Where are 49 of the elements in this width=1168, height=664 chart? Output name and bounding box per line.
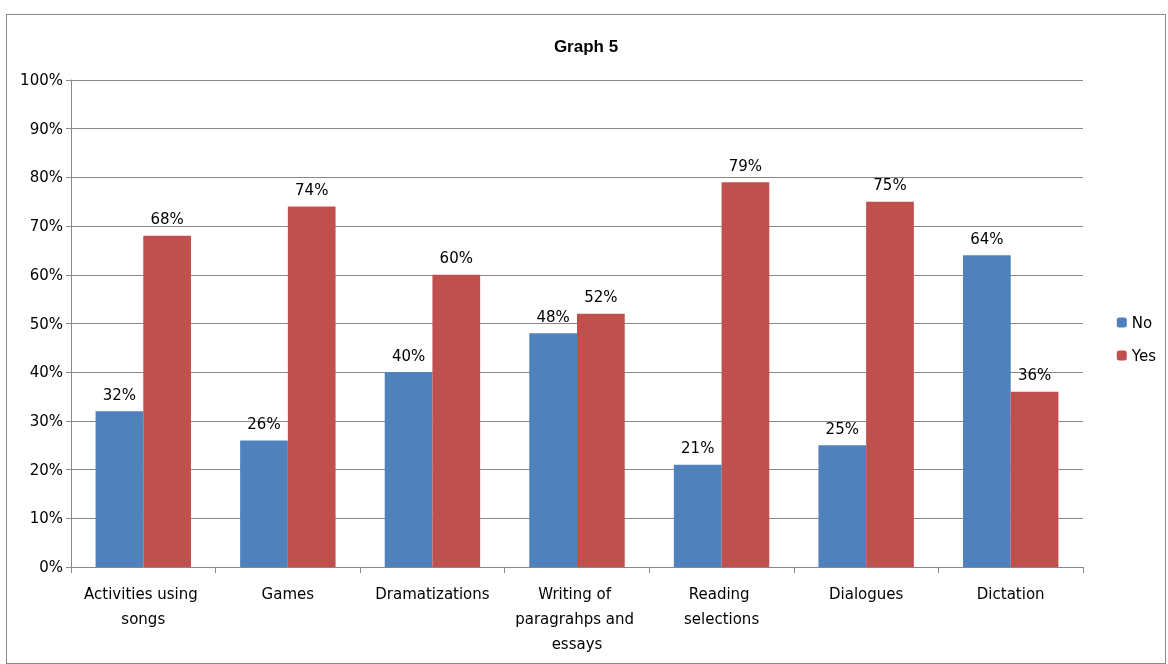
bar bbox=[818, 445, 867, 567]
data-label: 25% bbox=[825, 419, 859, 438]
bar bbox=[287, 206, 336, 567]
y-tick-label: 70% bbox=[29, 217, 63, 236]
data-label: 48% bbox=[536, 307, 570, 326]
y-tick-label: 100% bbox=[20, 71, 63, 89]
x-tick-label: Reading selections bbox=[683, 584, 760, 628]
data-label: 68% bbox=[150, 210, 184, 229]
data-label: 60% bbox=[439, 249, 473, 268]
legend-label: No bbox=[1131, 313, 1153, 332]
y-tick-label: 10% bbox=[29, 509, 63, 528]
data-label: 75% bbox=[873, 176, 907, 195]
bar bbox=[95, 411, 144, 567]
bar bbox=[673, 464, 722, 567]
y-tick-label: 90% bbox=[29, 119, 63, 138]
y-tick-label: 50% bbox=[29, 314, 63, 333]
x-tick-label: Writing of paragrahps and essays bbox=[515, 584, 639, 653]
bar bbox=[577, 313, 625, 567]
bar bbox=[432, 274, 481, 567]
data-label: 21% bbox=[681, 439, 715, 458]
bar bbox=[1010, 391, 1059, 567]
x-tick-label: Activities using songs bbox=[84, 584, 203, 628]
bar bbox=[240, 440, 288, 567]
data-label: 32% bbox=[102, 385, 137, 404]
bar bbox=[866, 201, 914, 567]
data-label: 36% bbox=[1017, 366, 1052, 385]
bar bbox=[529, 333, 577, 567]
x-tick-label: Dialogues bbox=[828, 584, 904, 603]
data-label: 79% bbox=[728, 156, 763, 175]
x-tick-label: Dictation bbox=[976, 584, 1045, 603]
y-tick-label: 30% bbox=[29, 411, 63, 430]
data-label: 64% bbox=[970, 229, 1004, 248]
y-tick-label: 40% bbox=[29, 363, 63, 382]
legend-label: Yes bbox=[1130, 346, 1157, 365]
y-tick-label: 20% bbox=[29, 460, 63, 479]
bar bbox=[143, 235, 191, 567]
bar bbox=[963, 255, 1011, 567]
x-tick-label: Games bbox=[261, 584, 315, 603]
data-label: 74% bbox=[295, 181, 329, 200]
y-tick-label: 0% bbox=[39, 558, 63, 576]
bar bbox=[384, 372, 433, 567]
data-label: 40% bbox=[391, 346, 426, 365]
y-tick-label: 60% bbox=[29, 265, 63, 284]
bar bbox=[721, 182, 770, 567]
x-tick-label: Dramatizations bbox=[375, 584, 490, 603]
data-label: 26% bbox=[247, 414, 281, 433]
chart-title: Graph 5 bbox=[553, 37, 619, 56]
y-tick-label: 80% bbox=[29, 168, 63, 187]
data-label: 52% bbox=[584, 288, 618, 307]
